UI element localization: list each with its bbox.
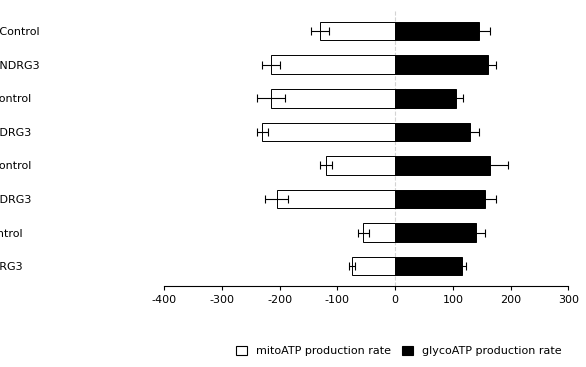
Bar	[263, 123, 395, 141]
Bar	[395, 224, 476, 242]
Legend: mitoATP production rate, glycoATP production rate: mitoATP production rate, glycoATP produc…	[231, 341, 566, 361]
Bar	[271, 55, 395, 74]
Bar	[395, 55, 488, 74]
Bar	[352, 257, 395, 275]
Bar	[395, 89, 456, 108]
Bar	[363, 224, 395, 242]
Bar	[395, 257, 462, 275]
Bar	[320, 22, 395, 40]
Bar	[271, 89, 395, 108]
Bar	[395, 22, 479, 40]
Bar	[395, 156, 490, 175]
Bar	[395, 190, 485, 208]
Bar	[395, 123, 470, 141]
Bar	[277, 190, 395, 208]
Bar	[326, 156, 395, 175]
